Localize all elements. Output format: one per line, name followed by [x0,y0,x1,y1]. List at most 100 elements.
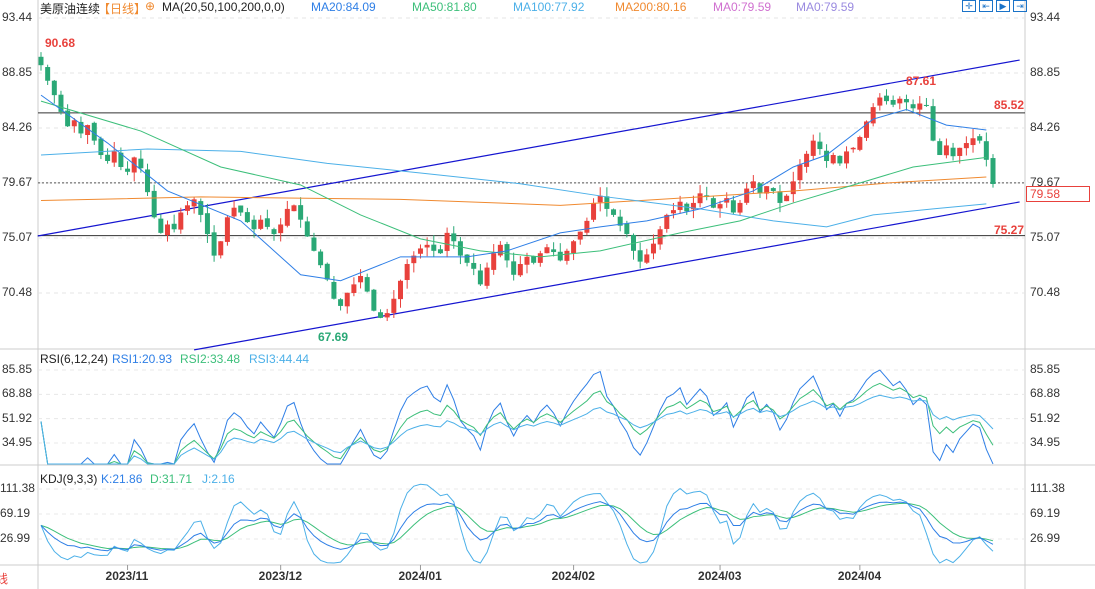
candle-body [584,220,590,233]
candle-body [670,210,676,214]
candle-body [51,80,57,96]
zoom-end-icon[interactable]: ⇥ [1013,0,1027,12]
candle-body [358,275,364,283]
candle-body [817,141,823,150]
zoom-start-icon[interactable]: ⇤ [979,0,993,12]
candle-body [264,218,270,227]
candle-body [511,261,517,275]
rsi1-line [40,369,994,465]
candle-body [617,216,623,226]
candle-body [557,251,563,261]
add-indicator-icon[interactable]: ⊕ [145,0,156,13]
ma50-value: MA50:81.80 [412,0,477,14]
candle-body [351,284,357,293]
candle-body [930,106,936,141]
candle-body [970,138,976,146]
kdj-d-line [40,502,994,550]
crosshair-icon[interactable]: ✛ [962,0,976,12]
price-tick-left: 88.85 [2,64,33,79]
ma0-value: MA0:79.59 [713,0,772,14]
ma100-line [40,148,987,228]
candle-body [105,154,111,162]
candle-body [544,247,550,254]
candle-body [198,201,204,215]
candle-body [564,250,570,261]
candle-body [611,209,617,215]
bottom-left-tab[interactable]: 线 [0,572,9,586]
candle-body [331,281,337,299]
candle-body [451,233,457,242]
candle-body [258,219,264,229]
candle-body [877,97,883,106]
ma100-value: MA100:77.92 [513,0,585,14]
resistance-label: 85.52 [994,98,1025,112]
candle-body [65,110,71,127]
candle-body [990,158,996,185]
rsi2-line [40,382,994,465]
date-label: 2024/01 [398,569,442,583]
candle-body [178,212,184,230]
candle-body [624,223,630,235]
candle-body [338,299,344,306]
rsi-tick-right: 68.88 [1030,386,1061,401]
candle-body [384,313,390,318]
candle-body [864,121,870,138]
kdj-label[interactable]: KDJ(9,3,3) [40,472,98,486]
candle-body [650,243,656,254]
ma50-line [40,100,987,258]
rsi1-value: RSI1:20.93 [112,352,173,366]
date-label: 2023/12 [258,569,303,583]
price-tick-right: 75.07 [1030,230,1061,245]
candle-body [71,120,77,127]
candle-body [690,202,696,210]
candle-body [950,147,956,157]
ma0-value-2: MA0:79.59 [796,0,855,14]
rsi-tick-right: 34.95 [1030,435,1061,449]
rsi-label[interactable]: RSI(6,12,24) [40,352,109,366]
candle-body [231,207,237,217]
candle-body [378,312,384,318]
candle-body [497,244,503,256]
kdj-tick-left: 69.19 [0,505,31,520]
rsi3-line [40,394,994,465]
candle-body [218,241,224,256]
candle-body [504,244,510,261]
candle-body [111,151,117,163]
rsi-tick-left: 68.88 [2,386,33,401]
candle-body [204,213,210,235]
kdj-d-value: D:31.71 [150,472,193,486]
candle-body [591,202,597,220]
toolbar-icons: ✛ ⇤ ▶ ⇥ [962,0,1027,12]
rsi3-value: RSI3:44.44 [249,352,310,366]
candle-body [457,241,463,256]
candle-body [637,250,643,262]
candle-body [244,212,250,223]
symbol-name: 美原油连续 [40,2,101,16]
kdj-k-line [40,501,994,552]
candle-body [484,267,490,286]
play-icon[interactable]: ▶ [996,0,1010,12]
rsi2-value: RSI2:33.48 [180,352,241,366]
candle-body [417,248,423,254]
price-tick-right: 88.85 [1030,64,1061,79]
ma-label[interactable]: MA(20,50,100,200,0,0) [162,0,285,14]
date-label: 2024/02 [551,569,595,583]
rsi-tick-left: 51.92 [2,410,33,425]
candle-body [910,104,916,109]
candle-body [551,249,557,253]
candle-body [983,141,989,160]
kdj-tick-left: 26.99 [0,531,31,545]
kdj-tick-right: 111.38 [1030,480,1065,495]
ma20-value: MA20:84.09 [311,0,376,14]
price-tick-right: 70.48 [1030,284,1061,299]
candle-body [824,150,830,162]
candle-body [431,244,437,251]
period-selector[interactable]: 【日线】 [98,2,147,16]
candle-body [171,223,177,230]
candle-body [697,193,703,204]
candle-body [437,249,443,254]
candle-body [784,195,790,202]
date-label: 2024/04 [837,569,882,583]
